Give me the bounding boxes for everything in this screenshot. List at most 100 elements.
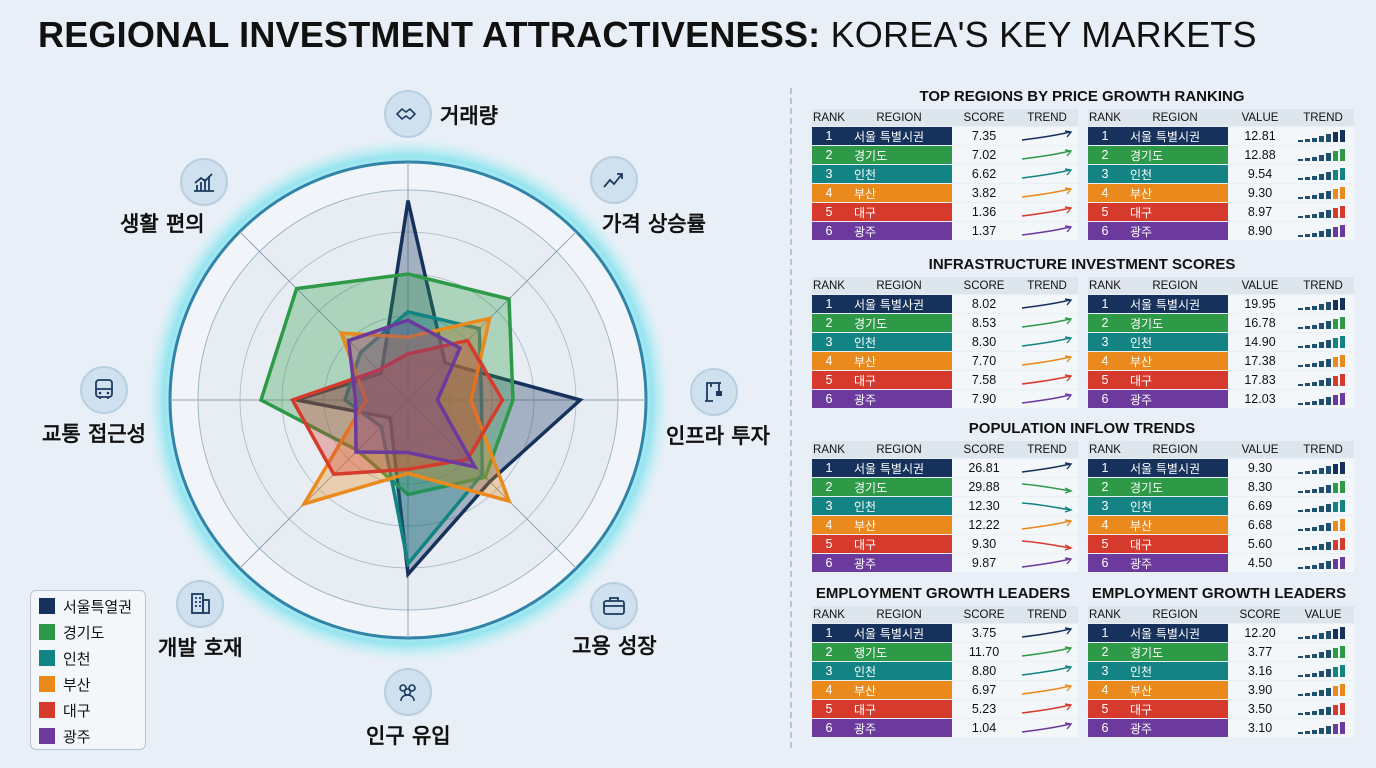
region-cell: 서울 특별시권 [1122,295,1228,313]
trend-bars-icon [1292,459,1354,477]
rank-cell: 5 [1088,535,1122,553]
rank-cell: 5 [1088,700,1122,718]
value-cell: 6.62 [952,165,1016,183]
trend-line-icon [1016,314,1078,332]
value-cell: 12.03 [1228,390,1292,408]
column-header: RANK [1088,109,1122,126]
trend-line-icon [1016,184,1078,202]
table-row: 3 인천 6.69 [1088,497,1354,515]
rank-cell: 2 [1088,146,1122,164]
region-cell: 광주 [846,719,952,737]
title-light: KOREA'S KEY MARKETS [820,14,1257,55]
value-cell: 1.37 [952,222,1016,240]
table-title: EMPLOYMENT GROWTH LEADERS [815,585,1071,602]
region-cell: 쟁기도 [846,643,952,661]
table-row: 4 부산 6.97 [812,681,1078,699]
axis-label: 거래량 [440,104,498,128]
trend-bars-icon [1292,390,1354,408]
rank-cell: 1 [812,459,846,477]
rank-cell: 2 [1088,643,1122,661]
region-cell: 인천 [1122,165,1228,183]
page-title: REGIONAL INVESTMENT ATTRACTIVENESS: KORE… [38,14,1257,56]
region-cell: 서울 특별시권 [1122,624,1228,642]
column-header: VALUE [1228,441,1292,458]
legend-item: 서울특열권 [39,595,145,617]
trend-line-icon [1016,295,1078,313]
column-header: VALUE [1228,277,1292,294]
rank-cell: 3 [812,497,846,515]
value-cell: 14.90 [1228,333,1292,351]
people-icon [384,668,432,716]
value-cell: 12.22 [952,516,1016,534]
table-row: 1 서울 특별시권 12.81 [1088,127,1354,145]
table-row: 3 인천 8.80 [812,662,1078,680]
rank-cell: 1 [812,127,846,145]
region-cell: 서울 특별시권 [846,459,952,477]
handshake-icon [384,90,432,138]
table-row: 1 서울 특별시권 19.95 [1088,295,1354,313]
rank-cell: 4 [1088,184,1122,202]
table-row: 6 광주 1.37 [812,222,1078,240]
region-cell: 서울 특별시권 [846,624,952,642]
section-title: INFRASTRUCTURE INVESTMENT SCORES [928,256,1236,273]
value-cell: 17.83 [1228,371,1292,389]
rank-cell: 6 [1088,390,1122,408]
rank-cell: 1 [1088,295,1122,313]
table-row: 6 광주 1.04 [812,719,1078,737]
value-cell: 29.88 [952,478,1016,496]
rank-cell: 2 [812,314,846,332]
value-cell: 8.30 [1228,478,1292,496]
region-cell: 부산 [1122,352,1228,370]
value-cell: 5.60 [1228,535,1292,553]
rank-cell: 6 [1088,222,1122,240]
bar-chart-icon [180,158,228,206]
legend: 서울특열권 경기도 인천 부산 대구 광주 [30,590,146,750]
trend-bars-icon [1292,165,1354,183]
column-header: RANK [812,109,846,126]
region-cell: 부산 [846,352,952,370]
column-header: SCORE [952,441,1016,458]
value-cell: 12.88 [1228,146,1292,164]
crane-icon [690,368,738,416]
trend-line-icon [1016,333,1078,351]
column-header: SCORE [952,109,1016,126]
table-row: 5 대구 7.58 [812,371,1078,389]
rank-cell: 1 [812,624,846,642]
trend-line-icon [1016,681,1078,699]
region-cell: 부산 [1122,516,1228,534]
ranking-table: RANK REGION SCORE TREND 1 서울 특별시권 26.81 2 경기도 29.… [812,440,1078,573]
rank-cell: 3 [1088,165,1122,183]
trend-line-icon [1016,390,1078,408]
axis-label: 인구 유입 [366,724,451,748]
trend-bars-icon [1292,127,1354,145]
rank-cell: 2 [1088,314,1122,332]
column-header: REGION [1122,277,1228,294]
trend-bars-icon [1292,497,1354,515]
bus-icon [80,366,128,414]
ranking-table: RANK REGION VALUE TREND 1 서울 특별시권 9.30 2 경기도 8.30… [1088,440,1354,573]
trend-line-icon [1016,459,1078,477]
legend-label: 부산 [63,675,91,694]
value-cell: 8.90 [1228,222,1292,240]
trend-line-icon [1016,700,1078,718]
ranking-table: RANK REGION SCORE TREND 1 서울 특별시권 3.75 2 쟁기도 11.7… [812,605,1078,738]
trend-line-icon [1016,516,1078,534]
value-cell: 26.81 [952,459,1016,477]
rank-cell: 5 [812,371,846,389]
rank-cell: 4 [1088,681,1122,699]
rank-cell: 4 [812,516,846,534]
column-header: REGION [1122,109,1228,126]
region-cell: 대구 [846,700,952,718]
value-cell: 1.36 [952,203,1016,221]
rank-cell: 5 [812,535,846,553]
region-cell: 경기도 [1122,478,1228,496]
column-header: REGION [1122,441,1228,458]
trend-bars-icon [1292,554,1354,572]
trend-line-icon [1016,165,1078,183]
value-cell: 7.90 [952,390,1016,408]
trend-bars-icon [1292,478,1354,496]
legend-item: 부산 [39,673,145,695]
table-row: 3 인천 8.30 [812,333,1078,351]
table-row: 5 대구 9.30 [812,535,1078,553]
value-cell: 8.97 [1228,203,1292,221]
